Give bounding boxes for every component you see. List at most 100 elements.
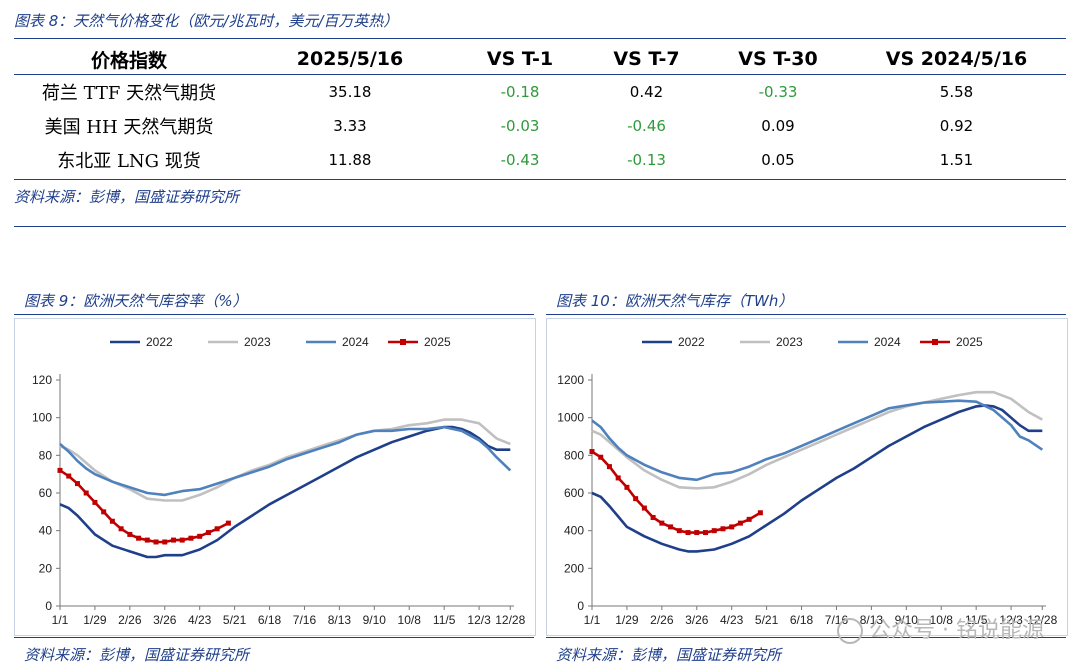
chart10-storage-volume: 2022 2023 2024 2025 0 200 400 600 800 1000 1200 1/1… (557, 335, 1057, 627)
y-tick-label: 120 (32, 373, 52, 387)
data-point-2025 (703, 530, 708, 536)
y-tick-label: 100 (32, 411, 52, 425)
x-tick-label: 6/18 (790, 613, 814, 627)
header-vs-t1: VS T-1 (486, 48, 554, 70)
data-point-2025 (74, 481, 80, 487)
x-tick-label: 1/1 (52, 613, 69, 627)
data-point-2025 (118, 526, 124, 532)
chart9-source: 资料来源：彭博，国盛证券研究所 (24, 646, 250, 664)
value-cell: 0.05 (761, 151, 795, 169)
row-name-cell: 美国 HH 天然气期货 (44, 117, 214, 138)
header-vs-t7: VS T-7 (613, 48, 680, 70)
x-tick-label: 5/21 (755, 613, 779, 627)
x-tick-label: 8/13 (860, 613, 884, 627)
data-point-2025 (153, 539, 159, 545)
x-tick-label: 8/13 (328, 613, 352, 627)
data-point-2025 (57, 467, 63, 473)
y-tick-label: 80 (39, 448, 53, 462)
section-divider (14, 226, 1066, 227)
data-point-2025 (214, 526, 220, 532)
x-tick-label: 3/26 (685, 613, 709, 627)
y-tick-label: 800 (564, 448, 584, 462)
y-tick-label: 1000 (557, 411, 584, 425)
table-row: 荷兰 TTF 天然气期货 35.18 -0.18 0.42 -0.33 5.58 (14, 75, 1066, 110)
value-cell: -0.18 (500, 83, 540, 101)
value-cell: 0.42 (629, 83, 664, 101)
table-top-rule (14, 38, 1066, 39)
x-tick-label: 6/18 (258, 613, 282, 627)
table-caption: 图表 8：天然气价格变化（欧元/兆瓦时，美元/百万英热） (14, 12, 399, 30)
data-point-2025 (720, 526, 726, 532)
chart10-panel (546, 318, 1068, 636)
x-tick-label: 1/1 (584, 613, 601, 627)
legend-label: 2023 (244, 335, 271, 349)
data-point-2025 (659, 520, 665, 526)
value-cell: -0.43 (500, 151, 540, 169)
value-cell: 0.92 (939, 117, 974, 135)
row-name-cell: 东北亚 LNG 现货 (57, 151, 201, 172)
series-line-2022 (591, 404, 1043, 553)
data-point-2025 (92, 499, 98, 505)
value-cell: -0.03 (500, 117, 540, 135)
value-cell: 5.58 (939, 83, 974, 101)
data-point-2025 (685, 530, 691, 536)
x-tick-label: 3/26 (153, 613, 177, 627)
y-tick-label: 1200 (557, 373, 584, 387)
data-point-2025 (171, 537, 176, 543)
legend-label: 2023 (776, 335, 803, 349)
chart9-bottom-rule (14, 637, 534, 638)
x-tick-label: 1/29 (83, 613, 107, 627)
data-point-2025 (83, 490, 89, 496)
data-point-2025 (668, 524, 674, 530)
value-cell: 35.18 (328, 83, 372, 101)
data-point-2025 (694, 530, 700, 536)
x-tick-label: 11/5 (433, 613, 456, 627)
legend-label: 2022 (678, 335, 705, 349)
y-tick-label: 0 (577, 599, 584, 613)
data-point-2025 (746, 516, 752, 522)
data-point-2025 (633, 496, 639, 502)
data-point-2025 (197, 533, 203, 539)
data-point-2025 (162, 539, 168, 545)
series-line-2025 (59, 469, 229, 544)
legend-label: 2025 (956, 335, 983, 349)
chart10-caption: 图表 10：欧洲天然气库存（TWh） (556, 292, 794, 310)
x-tick-label: 9/10 (895, 613, 919, 627)
header-date: 2025/5/16 (296, 48, 404, 70)
y-tick-label: 400 (564, 524, 584, 538)
data-point-2025 (624, 484, 630, 490)
header-vs-year: VS 2024/5/16 (885, 48, 1028, 70)
data-point-2025 (66, 473, 72, 479)
legend-marker (932, 339, 938, 345)
x-tick-label: 2/26 (118, 613, 142, 627)
table-header-row: 价格指数 2025/5/16 VS T-1 VS T-7 VS T-30 VS … (14, 44, 1066, 75)
data-point-2025 (589, 449, 595, 455)
data-point-2025 (650, 514, 656, 520)
watermark: 公众号 · 铭说能源 (837, 612, 1044, 644)
x-tick-label: 4/23 (188, 613, 212, 627)
series-line-2024 (591, 399, 1044, 482)
data-point-2025 (606, 464, 612, 470)
y-tick-label: 600 (564, 486, 584, 500)
chart9-caption: 图表 9：欧洲天然气库容率（%） (24, 292, 248, 310)
y-tick-label: 200 (564, 561, 584, 575)
price-change-table: 价格指数 2025/5/16 VS T-1 VS T-7 VS T-30 VS … (14, 44, 1066, 177)
table-bottom-rule (14, 179, 1066, 180)
x-tick-label: 2/26 (650, 613, 674, 627)
data-point-2025 (757, 510, 763, 516)
data-point-2025 (615, 475, 621, 481)
x-tick-label: 1/29 (615, 613, 639, 627)
legend-label: 2022 (146, 335, 173, 349)
data-point-2025 (598, 454, 604, 460)
x-tick-label: 10/8 (398, 613, 422, 627)
data-point-2025 (711, 528, 717, 534)
series-line-2023 (591, 390, 1043, 490)
chart10-caption-rule (546, 314, 1066, 315)
value-cell: 3.33 (333, 117, 367, 135)
data-point-2025 (225, 520, 231, 526)
value-cell: -0.13 (627, 151, 666, 169)
x-tick-label: 11/5 (965, 613, 988, 627)
value-cell: 11.88 (328, 151, 372, 169)
x-tick-label: 10/8 (930, 613, 954, 627)
data-point-2025 (136, 535, 142, 541)
